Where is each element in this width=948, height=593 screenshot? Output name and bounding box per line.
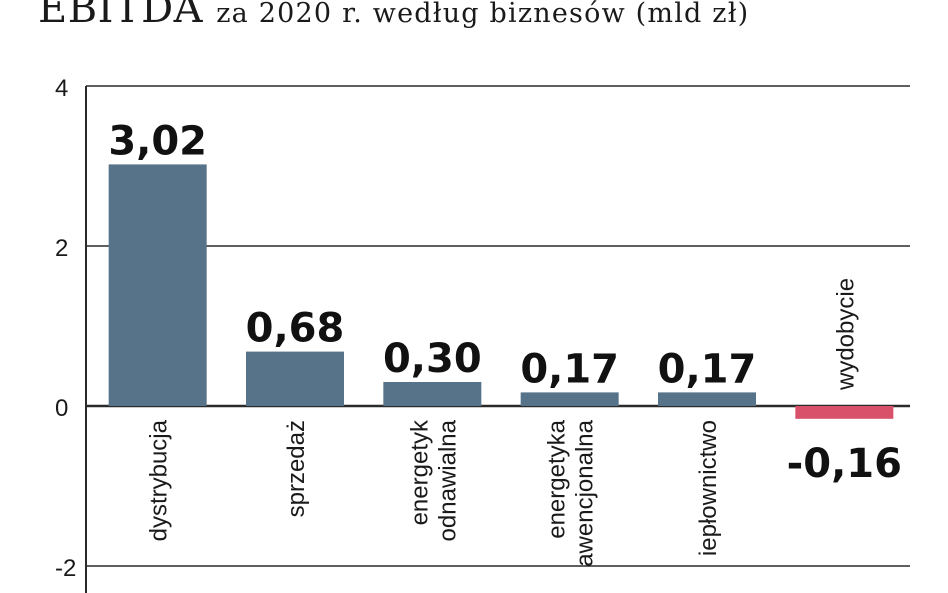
category-label-line: sprzedaż (283, 420, 310, 517)
category-label-line: iepłownictwo (695, 420, 722, 556)
grid-lines (86, 85, 910, 567)
data-label: 0,17 (520, 346, 619, 392)
bar (383, 382, 482, 406)
category-label: dystrybucja (146, 419, 173, 541)
bar (520, 392, 619, 406)
y-tick-label: 0 (55, 395, 68, 422)
title-part-year: za 2020 (216, 0, 343, 29)
data-label: 0,68 (246, 306, 345, 352)
data-label: 3,02 (108, 118, 207, 164)
category-label-line: energetyk (406, 419, 433, 525)
category-label-line: awencjonalna (572, 419, 599, 566)
data-label: 0,30 (383, 336, 482, 382)
bar (246, 351, 344, 406)
bar (108, 164, 207, 406)
category-label: wydobycie (832, 278, 859, 391)
data-label: 0,17 (658, 346, 757, 392)
category-label: energetyk odnawialna (406, 419, 461, 541)
y-tick-label: 4 (55, 75, 68, 102)
title-part-ebitda: EBITDA (38, 0, 217, 32)
bars (108, 164, 894, 419)
category-label-line: energetyka (544, 419, 571, 538)
y-tick-label: -2 (55, 555, 76, 582)
category-labels: dystrybucja sprzedaż energetyk odnawialna en… (146, 278, 860, 567)
y-tick-label: 2 (55, 235, 68, 262)
chart-title: EBITDA za 2020 r. według biznesów (mld z… (38, 0, 749, 32)
data-label: -0,16 (787, 441, 902, 487)
category-label-line: dystrybucja (146, 419, 173, 541)
value-labels: 3,02 0,68 0,30 0,17 0,17 -0,16 (108, 118, 902, 486)
bar (795, 406, 894, 419)
category-label: iepłownictwo (695, 420, 722, 556)
title-part-rest: r. według biznesów (mld zł) (342, 0, 750, 29)
category-label: sprzedaż (283, 420, 310, 517)
category-label-line: wydobycie (832, 278, 859, 391)
y-axis: 4 2 0 -2 (55, 75, 87, 593)
category-label: energetyka awencjonalna (544, 419, 599, 566)
bar (658, 392, 756, 406)
category-label-line: odnawialna (434, 419, 461, 541)
